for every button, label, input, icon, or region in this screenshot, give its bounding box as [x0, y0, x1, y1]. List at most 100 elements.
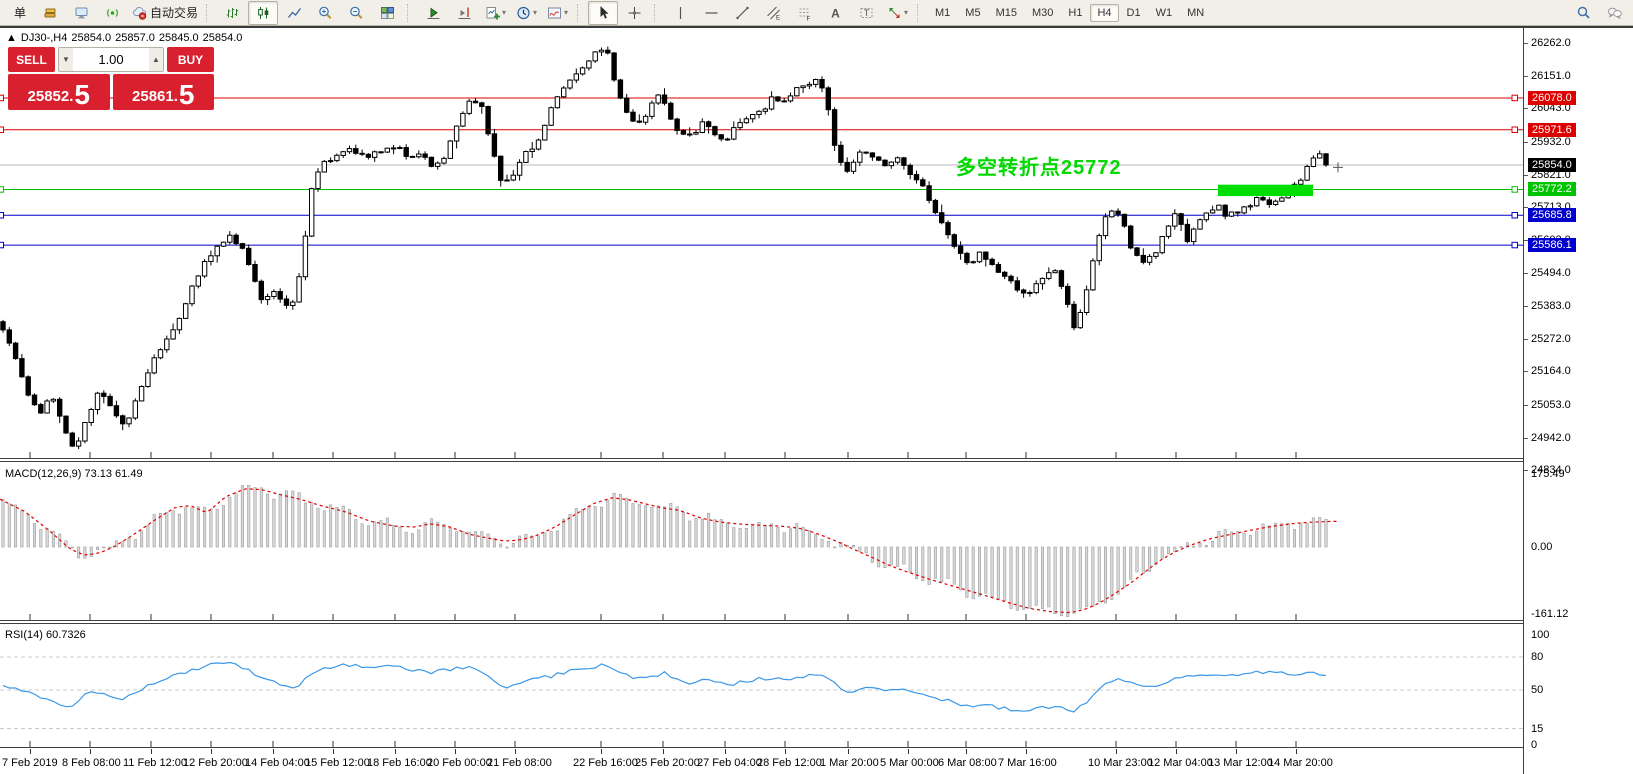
line-handle[interactable]: [0, 212, 4, 219]
line-handle[interactable]: [0, 94, 4, 102]
new-order-button[interactable]: 单: [4, 1, 34, 25]
price-chart-pane[interactable]: [0, 28, 1523, 458]
level-price-label[interactable]: 25772.2: [1528, 182, 1576, 196]
arrows-icon: [886, 5, 903, 21]
chat-button[interactable]: [1599, 1, 1629, 25]
timeframe-button-w1[interactable]: W1: [1155, 6, 1173, 19]
buy-button[interactable]: BUY: [167, 47, 214, 72]
cursor-button[interactable]: [588, 0, 619, 25]
sell-price-display[interactable]: 25852. 5: [8, 74, 110, 110]
macd-indicator-pane[interactable]: [0, 463, 1523, 620]
equidistant-channel-button[interactable]: E: [758, 1, 788, 25]
indicators-icon: [546, 5, 563, 21]
sell-price-dot: .: [69, 88, 74, 105]
axis-tick-mark: [1524, 405, 1528, 406]
line-handle[interactable]: [1511, 126, 1518, 133]
autotrading-button[interactable]: 自动交易: [128, 1, 201, 25]
zoom-in-icon: [317, 5, 334, 21]
support-zone-rectangle[interactable]: [1218, 184, 1313, 197]
zoom-out-icon: [348, 5, 365, 21]
line-chart-button[interactable]: [279, 1, 309, 25]
fibonacci-button[interactable]: F: [789, 1, 819, 25]
line-handle[interactable]: [0, 186, 4, 193]
sell-button[interactable]: SELL: [8, 47, 55, 72]
line-handle[interactable]: [1511, 212, 1518, 219]
indicators-button[interactable]: ▾: [542, 1, 572, 25]
chevron-down-icon[interactable]: ▾: [502, 8, 507, 17]
tile-windows-button[interactable]: [372, 1, 402, 25]
rsi-axis-tick: 100: [1531, 629, 1550, 641]
auto-scroll-button[interactable]: [418, 1, 448, 25]
signal-button[interactable]: [97, 1, 127, 25]
line-handle[interactable]: [1511, 186, 1518, 193]
axis-tick-mark: [1524, 240, 1528, 241]
macd-signal-line: [0, 488, 1338, 614]
pane-separator[interactable]: [0, 620, 1633, 624]
volume-input[interactable]: 1.00: [98, 52, 124, 67]
candlestick-chart-button[interactable]: [248, 0, 279, 25]
crosshair-marker: [1333, 162, 1343, 173]
line-handle[interactable]: [1511, 241, 1518, 249]
time-axis[interactable]: 7 Feb 2019 8 Feb 08:00 11 Feb 12:00 12 Feb …: [0, 749, 1523, 774]
time-axis-tick-mark: [663, 749, 664, 754]
new-chart-button[interactable]: ▾: [480, 1, 510, 25]
line-handle[interactable]: [0, 241, 4, 249]
timeframe-button-mn[interactable]: MN: [1187, 6, 1205, 19]
time-axis-tick-mark: [211, 749, 212, 754]
vertical-line-button[interactable]: [665, 1, 695, 25]
axis-tick-mark: [1524, 306, 1528, 307]
volume-stepper: ▼ 1.00 ▲: [58, 47, 164, 72]
buy-price-display[interactable]: 25861. 5: [112, 74, 214, 110]
horizontal-line-icon: [703, 5, 720, 21]
bars-chart-button[interactable]: [217, 1, 247, 25]
time-axis-label: 14 Mar 20:00: [1268, 757, 1333, 769]
zoom-in-button[interactable]: [310, 1, 340, 25]
toolbar-text: 单: [13, 6, 26, 20]
horizontal-line-button[interactable]: [696, 1, 726, 25]
sell-price-dec: 5: [74, 79, 90, 110]
zoom-out-button[interactable]: [341, 1, 371, 25]
level-price-label[interactable]: 25685.8: [1528, 208, 1576, 222]
price-axis[interactable]: 26262.0 26151.0 26043.0 25932.0 25821.0 25713…: [1524, 28, 1633, 774]
terminal-button[interactable]: [66, 1, 96, 25]
timeframe-button-m30[interactable]: M30: [1031, 6, 1054, 19]
level-price-label[interactable]: 26078.0: [1528, 91, 1576, 105]
timeframe-clock-button[interactable]: ▾: [511, 1, 541, 25]
search-button[interactable]: [1568, 1, 1598, 25]
current-price-label[interactable]: 25854.0: [1528, 158, 1576, 172]
timeframe-button-d1[interactable]: D1: [1126, 6, 1141, 19]
timeframe-button-m1[interactable]: M1: [935, 6, 951, 19]
arrows-button[interactable]: ▾: [882, 1, 912, 25]
svg-text:A: A: [831, 6, 840, 20]
market-watch-button[interactable]: [35, 1, 65, 25]
timeframe-button-m5[interactable]: M5: [965, 6, 981, 19]
rsi-indicator-pane[interactable]: [0, 625, 1523, 747]
text-label-button[interactable]: T: [851, 1, 881, 25]
crosshair-button[interactable]: [619, 1, 649, 25]
svg-text:F: F: [806, 16, 810, 21]
chevron-down-icon[interactable]: ▾: [904, 8, 909, 17]
chevron-down-icon[interactable]: ▾: [533, 8, 538, 17]
toolbar-separator: [407, 3, 414, 22]
trendline-button[interactable]: [727, 1, 757, 25]
volume-decrease-button[interactable]: ▼: [59, 48, 73, 71]
svg-text:T: T: [863, 8, 869, 18]
volume-increase-button[interactable]: ▲: [149, 48, 163, 71]
chevron-down-icon[interactable]: ▾: [564, 8, 569, 17]
level-price-label[interactable]: 25586.1: [1528, 238, 1576, 252]
ohlc-close: 25854.0: [202, 32, 243, 44]
timeframe-button-m15[interactable]: M15: [995, 6, 1017, 19]
level-price-label[interactable]: 25971.6: [1528, 123, 1576, 137]
pane-separator[interactable]: [0, 458, 1633, 462]
timeframe-button-h1[interactable]: H1: [1068, 6, 1083, 19]
collapse-panel-icon[interactable]: ▲: [6, 32, 17, 44]
text-icon: A: [827, 5, 844, 21]
timeframe-button-h4[interactable]: H4: [1090, 3, 1119, 22]
line-handle[interactable]: [1511, 94, 1518, 102]
line-handle[interactable]: [0, 126, 4, 133]
sell-price-int: 25852: [27, 88, 70, 105]
text-button[interactable]: A: [820, 1, 850, 25]
chart-shift-button[interactable]: [449, 1, 479, 25]
price-axis-tick: 26151.0: [1531, 70, 1571, 82]
macd-axis-tick: 0.00: [1531, 541, 1553, 553]
